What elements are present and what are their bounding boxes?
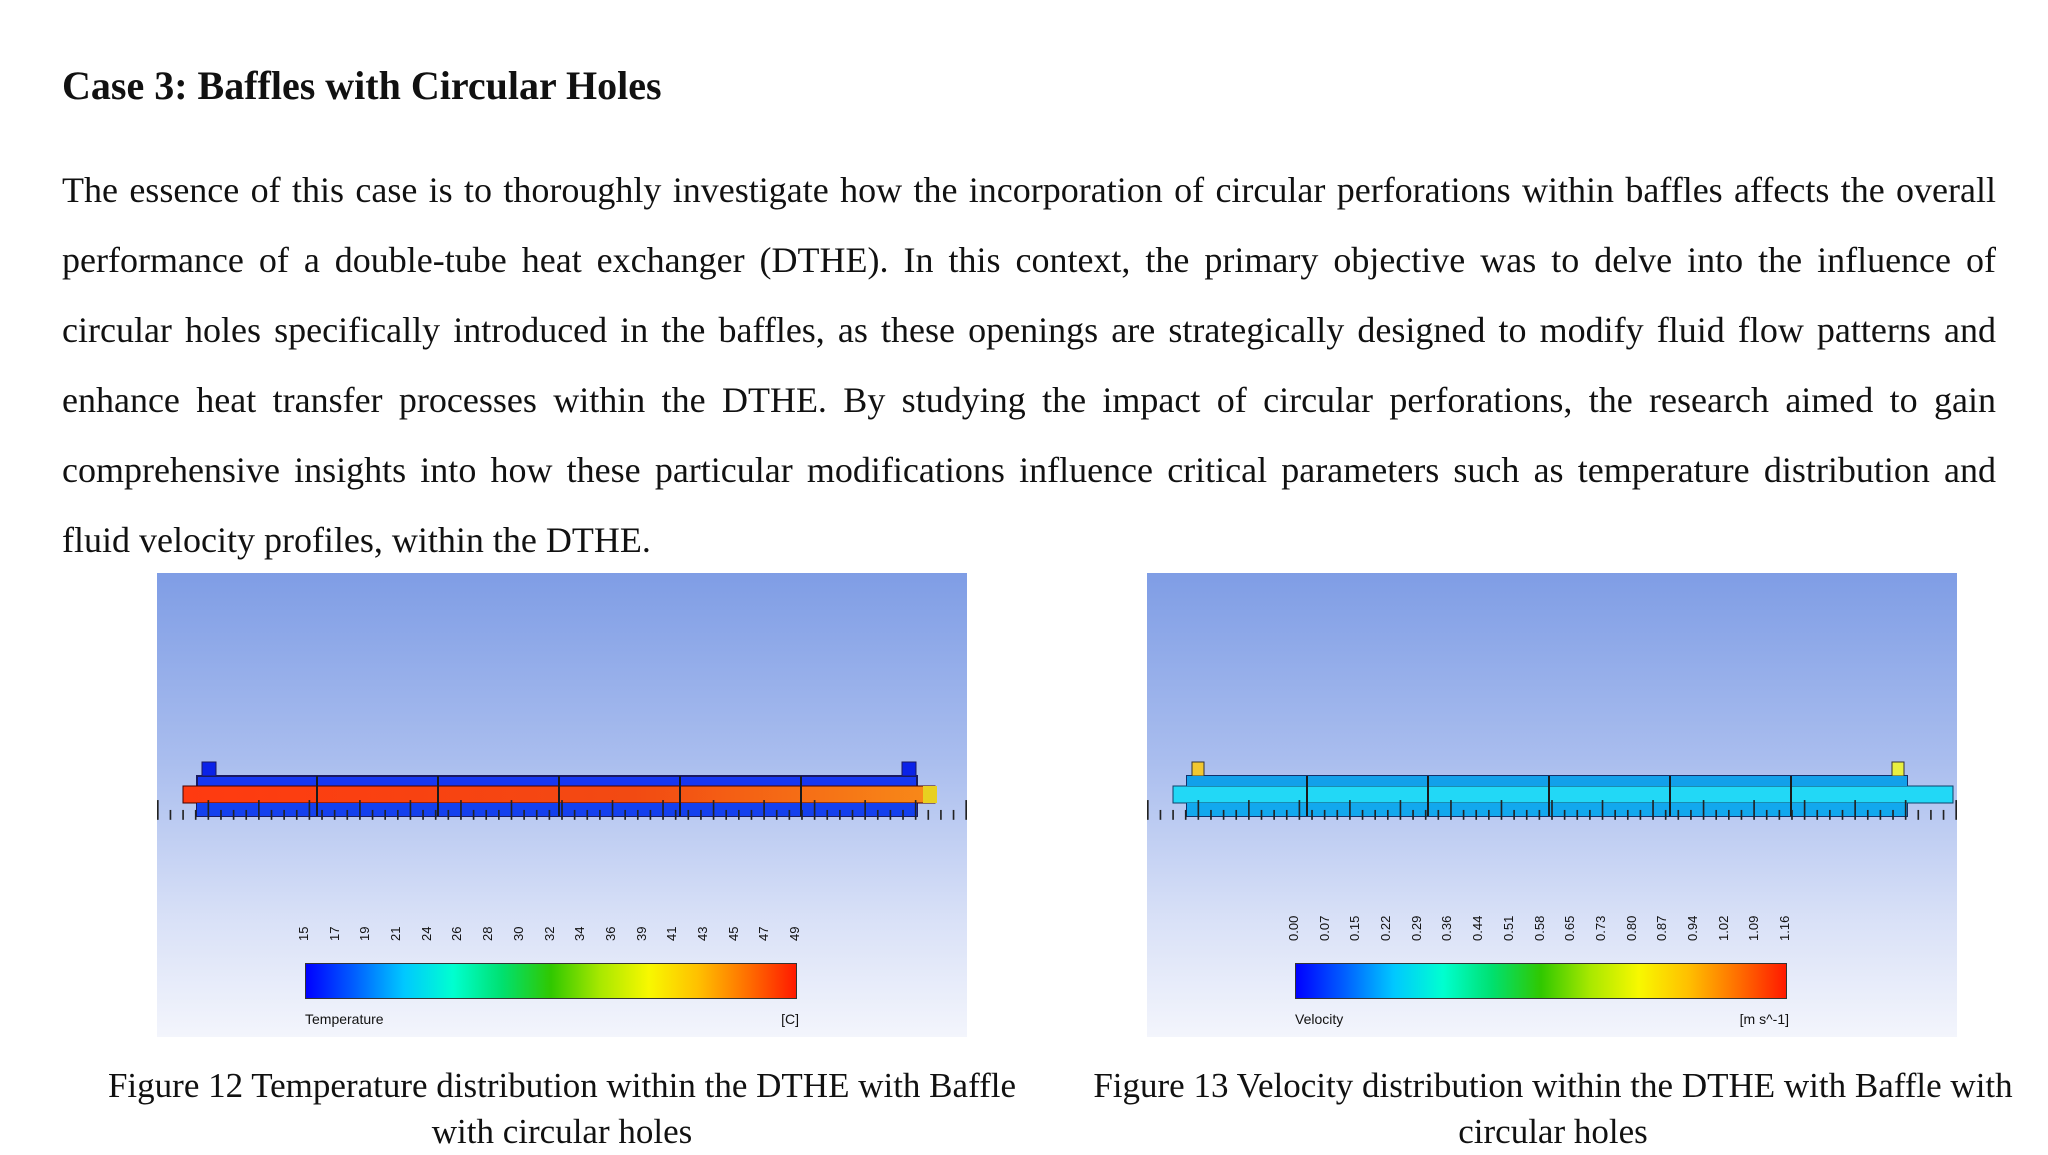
section-heading: Case 3: Baffles with Circular Holes <box>62 63 662 108</box>
shell-top-band <box>1187 776 1907 786</box>
velocity-colorbar <box>1295 963 1787 999</box>
figure-13-velocity-contour: 0.00 0.07 0.15 0.22 0.29 0.36 0.44 0.51 0.58 0.65… <box>1147 573 1957 1037</box>
legend-unit: [m s^-1] <box>1739 1011 1789 1027</box>
legend-tick-marks <box>157 800 967 820</box>
inlet-nozzle <box>201 761 217 777</box>
temperature-colorbar <box>305 963 797 999</box>
shell-lower-band <box>1187 803 1907 816</box>
heat-exchanger-temperature-render <box>182 761 937 817</box>
legend-unit: [C] <box>781 1011 799 1027</box>
legend-title: Velocity <box>1295 1011 1344 1027</box>
heat-exchanger-velocity-render <box>1172 761 1954 817</box>
legend-tick-marks <box>1147 800 1957 820</box>
figure-12-temperature-contour: 15 17 19 21 24 26 28 30 32 34 36 39 41 43 45 47 49 Tempe… <box>157 573 967 1037</box>
tube-outlet-end <box>923 786 937 803</box>
figure-12-caption: Figure 12 Temperature distribution withi… <box>107 1066 1017 1151</box>
figure-13-caption: Figure 13 Velocity distribution within t… <box>1093 1066 2013 1151</box>
legend-title: Temperature <box>305 1011 384 1027</box>
outlet-nozzle <box>901 761 917 777</box>
shell-lower-band <box>197 803 917 816</box>
baffles <box>1306 776 1792 816</box>
baffles <box>316 776 802 816</box>
body-paragraph: The essence of this case is to thoroughl… <box>62 170 1996 560</box>
